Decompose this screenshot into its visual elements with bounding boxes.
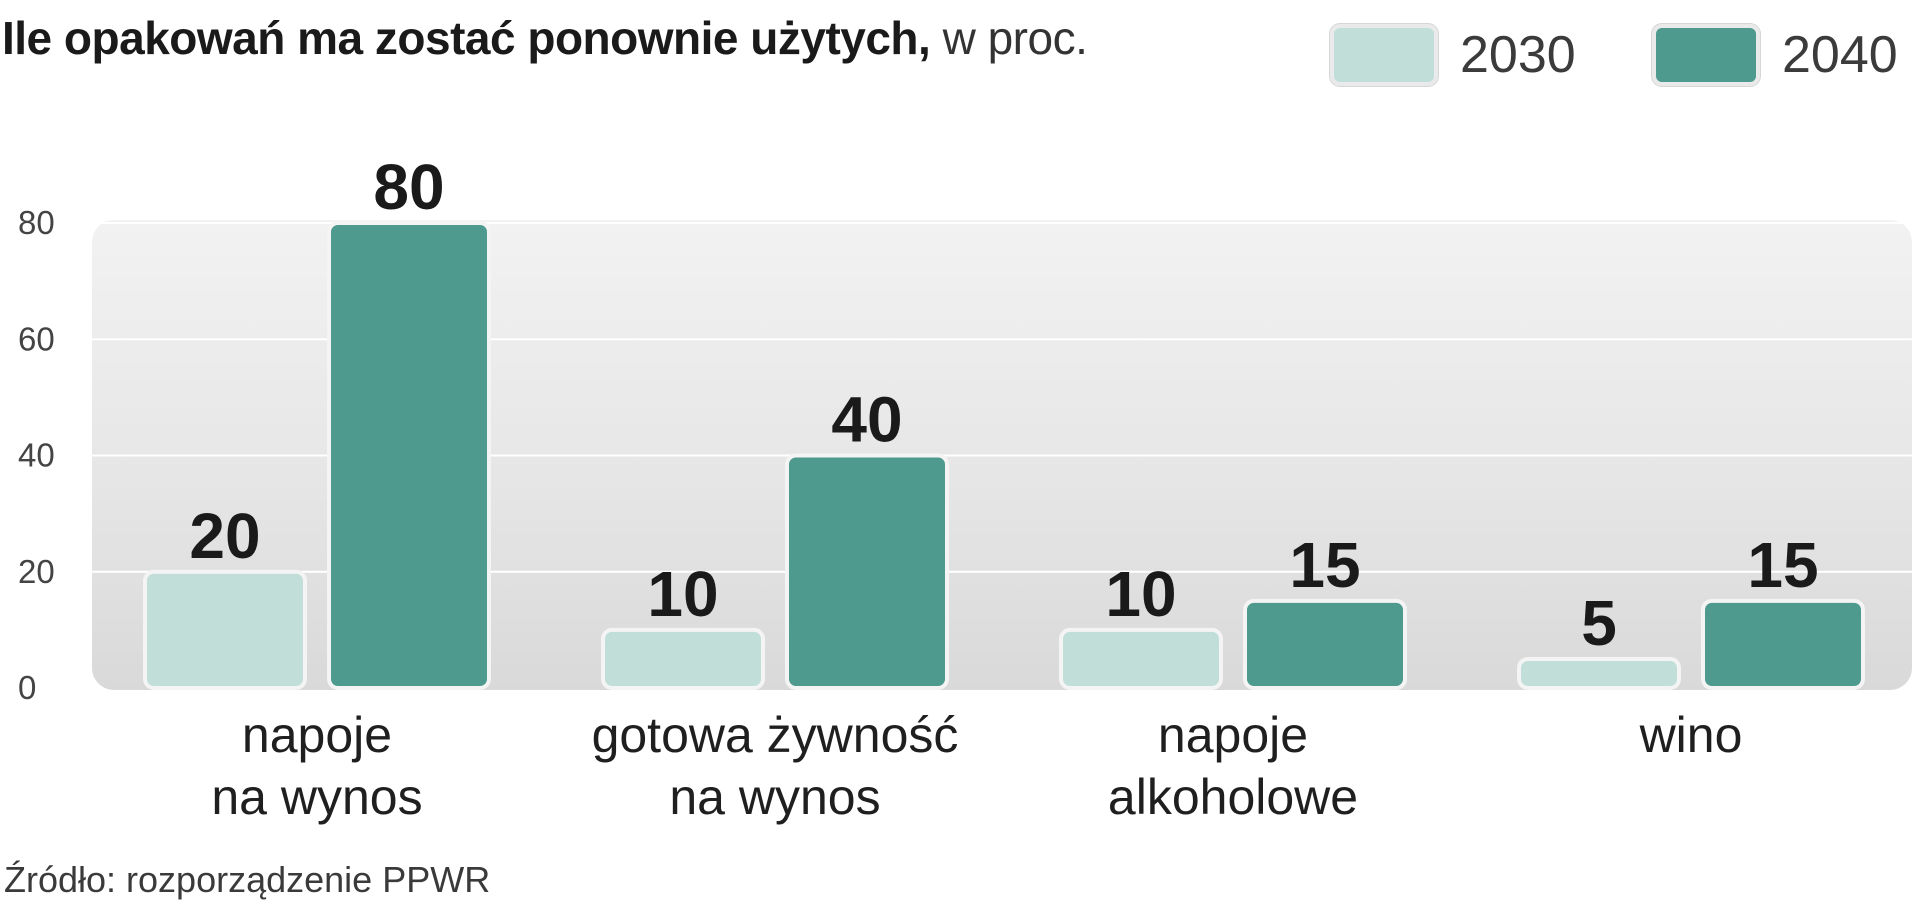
bar-2030-0 [143,569,307,690]
value-label-2030-0: 20 [189,500,260,572]
category-label-2-line-1: alkoholowe [1108,769,1358,825]
y-tick-label: 60 [18,320,55,357]
value-label-2040-1: 40 [831,384,902,456]
bar-2030-3 [1517,656,1681,690]
bar-2040-1 [785,453,949,690]
category-label-1-line-0: gotowa żywność [592,707,959,763]
value-label-2040-0: 80 [373,151,444,223]
y-tick-label: 40 [18,437,55,474]
legend-label-2040: 2040 [1782,26,1898,84]
legend-swatch-2030 [1330,24,1438,86]
value-label-2030-2: 10 [1105,558,1176,630]
category-label-1-line-1: na wynos [669,769,880,825]
y-tick-label: 0 [18,669,36,706]
value-label-2030-1: 10 [647,558,718,630]
category-label-0-line-1: na wynos [211,769,422,825]
bar-2040-2 [1243,598,1407,690]
legend-item-2030: 2030 [1330,24,1576,86]
value-label-2040-2: 15 [1289,529,1360,601]
chart-title-unit: w proc. [942,12,1088,64]
category-label-0-line-0: napoje [242,707,392,763]
legend-swatch-2040 [1652,24,1760,86]
chart-title-main: Ile opakowań ma zostać ponownie użytych, [2,12,931,64]
y-tick-label: 20 [18,553,55,590]
bar-2040-3 [1701,598,1865,690]
chart-title: Ile opakowań ma zostać ponownie użytych,… [2,8,1088,68]
value-label-2030-3: 5 [1581,587,1617,659]
category-label-2-line-0: napoje [1158,707,1308,763]
source-note: Źródło: rozporządzenie PPWR [4,859,491,900]
bar-2030-2 [1059,627,1223,690]
category-label-3-line-0: wino [1639,707,1743,763]
value-label-2040-3: 15 [1747,529,1818,601]
legend-item-2040: 2040 [1652,24,1898,86]
y-tick-label: 80 [18,204,55,241]
legend-label-2030: 2030 [1460,26,1576,84]
bar-2030-1 [601,627,765,690]
bar-2040-0 [327,221,491,690]
